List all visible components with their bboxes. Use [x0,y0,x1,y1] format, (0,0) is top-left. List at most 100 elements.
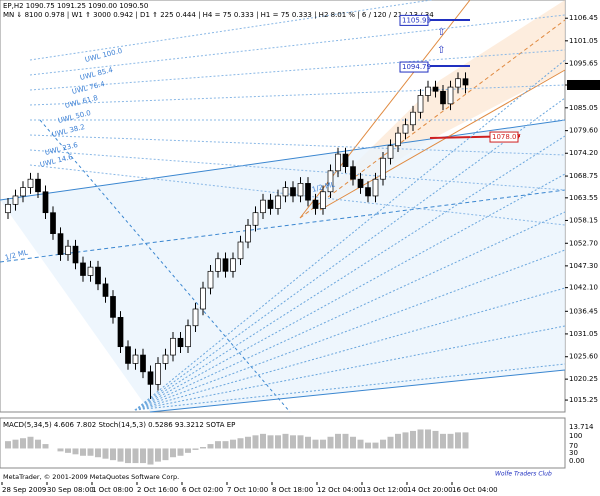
indicator-scale-label: 70 [569,442,578,450]
svg-text:⇧: ⇧ [437,27,445,38]
oscillator-bar [455,432,461,449]
fan-line [134,97,566,411]
candle-body [12,195,19,205]
oscillator-bar [267,435,274,449]
candle-body [65,245,71,255]
oscillator-bar [387,436,394,449]
x-tick-label: 16 Oct 04:00 [452,486,498,494]
oscillator-bar [342,433,349,449]
oscillator-bar [147,448,154,465]
candle-body [102,283,109,297]
fan-line [134,249,566,411]
oscillator-bar [425,429,431,449]
svg-text:⇧: ⇧ [437,45,445,56]
y-tick-label: 1095.65 [569,59,598,67]
current-price-box [567,79,600,90]
candle-body [327,170,334,193]
indicator-title: MACD(5,34,5) 4.606 7.802 Stoch(14,5,3) 0… [3,421,235,429]
oscillator-bar [35,439,41,449]
oscillator-bar [327,436,334,449]
candle-body [230,258,236,272]
candle-body [350,166,356,180]
price-box-label: 1105.93 [402,16,431,24]
oscillator-bar [230,439,236,449]
oscillator-bar [125,448,131,464]
x-tick-label: 1 Oct 08:00 [92,486,133,494]
y-tick-label: 1063.55 [569,194,598,202]
candle-body [72,245,79,264]
candle-body [417,95,424,113]
y-tick-label: 1047.30 [569,262,598,270]
pitchfork: ⇧ ⇧ [0,0,566,413]
oscillator-bar [417,429,424,449]
candle-body [42,191,49,214]
candle-body [177,337,184,348]
candle-body [80,262,86,276]
x-tick-label: 30 Sep 08:00 [47,486,94,494]
oscillator-bar [72,448,79,455]
oscillator-bar [110,448,116,461]
candle-body [462,78,469,86]
candle-body [267,199,274,209]
y-tick-label: 1052.70 [569,239,598,247]
fan-line [134,325,566,411]
candle-body [357,178,364,188]
candle-body [147,371,154,385]
oscillator-bar [305,436,311,449]
candle-body [282,187,289,197]
oscillator-bar [192,448,199,450]
x-tick-label: 14 Oct 20:00 [407,486,453,494]
price-box [399,61,429,73]
candle-body [387,145,394,159]
candle-body [125,346,131,364]
fan-line [29,84,566,106]
oscillator-bar [117,448,124,462]
price-box-label: 1078.07 [492,133,521,141]
oscillator-bar [20,438,26,449]
oscillator-bar [372,442,379,449]
y-tick-label: 1031.05 [569,330,598,338]
oscillator-bar [245,436,251,449]
candle-body [185,325,191,348]
candle-body [395,132,401,147]
fan-line [134,287,566,411]
y-tick-label: 1036.45 [569,307,598,315]
y-tick-label: 1025.60 [569,353,598,361]
oscillator-bar [177,448,184,456]
candle-body [305,183,311,201]
oscillator-bar [290,435,296,449]
candle-body [50,212,56,234]
oscillator-bar [320,439,326,449]
y-tick-label: 1106.45 [569,14,598,22]
fan-line [134,59,566,411]
oscillator-bar [87,448,94,456]
candle-body [440,90,446,105]
price-box-label: 1094.79 [402,63,431,71]
oscillator-bar [447,433,454,449]
fan-line [134,135,566,411]
y-tick-label: 1068.75 [569,172,598,180]
symbol-info: EP,H2 1090.75 1091.25 1090.00 1090.50 [3,2,148,10]
candle-body [20,187,26,197]
candle-body [27,178,34,188]
candle-body [35,178,41,193]
candle-body [335,153,341,172]
candle-body [200,287,206,310]
fan-line [134,173,566,411]
indicator-scale-label: 0.00 [569,457,585,465]
candle-body [192,308,199,327]
fan-line [29,149,566,191]
x-tick-label: 2 Oct 16:00 [137,486,178,494]
candle-body [455,78,461,88]
oscillator-bar [95,448,101,458]
y-tick-label: 1085.05 [569,104,598,112]
candle-body [117,317,124,348]
oscillator-bar [395,433,401,449]
candle-body [110,296,116,318]
indicator-scale-label: 100 [569,432,582,440]
candle-body [380,157,386,180]
oscillator-bar [402,432,409,449]
x-tick-label: 6 Oct 02:00 [182,486,223,494]
y-tick-label: 1020.25 [569,375,598,383]
oscillator-bar [12,439,19,449]
